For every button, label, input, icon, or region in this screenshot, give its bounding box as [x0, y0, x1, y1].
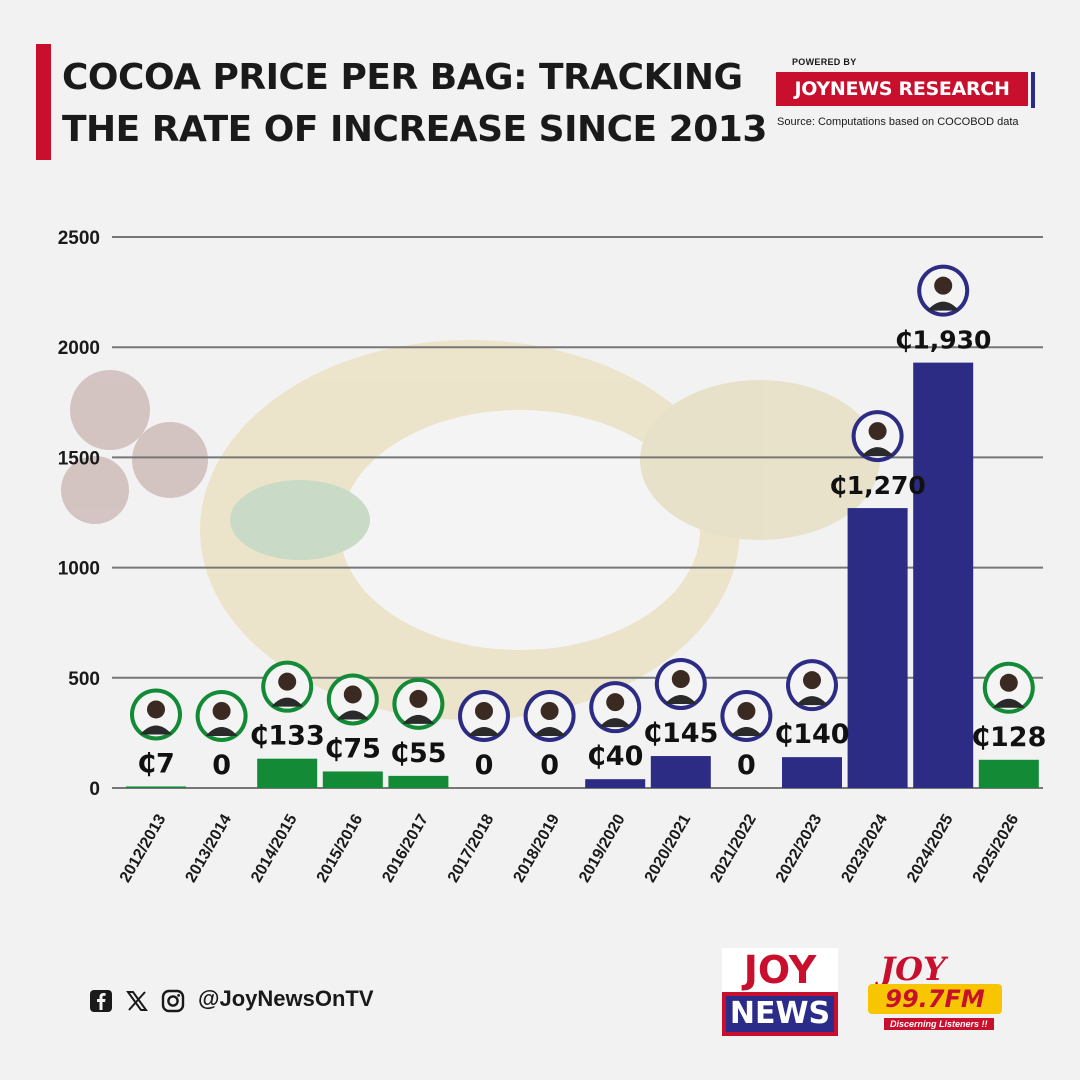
cocoa-pod-background [61, 340, 880, 720]
data-label: ₵1,270 [829, 471, 925, 500]
facebook-icon[interactable] [88, 988, 114, 1014]
bar-2012-2013 [126, 786, 186, 788]
data-label: ₵128 [971, 722, 1046, 753]
y-tick-label: 0 [89, 779, 100, 800]
leader-portrait-icon [130, 688, 182, 741]
joynews-logo-bottom: NEWS [726, 996, 834, 1032]
source-note: Source: Computations based on COCOBOD da… [777, 116, 1019, 128]
leader-portrait-icon [786, 659, 838, 712]
leader-portrait-icon [392, 677, 445, 730]
x-tick-label: 2012/2013 [117, 811, 170, 885]
leader-portrait-icon [523, 690, 576, 742]
research-badge-accent [1031, 72, 1035, 108]
bar-2020-2021 [650, 756, 711, 788]
data-label: ₵133 [250, 721, 325, 752]
title-line-1: COCOA PRICE PER BAG: TRACKING [62, 57, 743, 98]
bar-2015-2016 [322, 771, 383, 788]
y-tick-label: 500 [68, 669, 100, 690]
page-title: COCOA PRICE PER BAG: TRACKING THE RATE O… [62, 52, 767, 156]
data-label: ₵55 [390, 738, 446, 769]
title-line-2: THE RATE OF INCREASE SINCE 2013 [62, 109, 767, 150]
x-tick-label: 2014/2015 [248, 811, 301, 885]
data-label: 0 [737, 750, 756, 781]
social-handle[interactable]: @JoyNewsOnTV [198, 986, 374, 1011]
x-tick-label: 2019/2020 [576, 811, 629, 885]
x-tick-label: 2025/2026 [970, 811, 1023, 885]
x-icon[interactable] [124, 988, 150, 1014]
x-tick-label: 2024/2025 [904, 811, 957, 885]
leader-portrait-icon [261, 660, 314, 713]
x-tick-label: 2021/2022 [707, 811, 760, 885]
leader-portrait-icon [654, 658, 707, 711]
data-label: ₵40 [587, 741, 643, 772]
instagram-icon[interactable] [160, 988, 186, 1014]
y-tick-label: 2000 [58, 338, 100, 359]
joynews-logo-top: JOY [743, 948, 817, 992]
bar-2024-2025 [913, 362, 974, 788]
joy-fm-tagline: Discerning Listeners !! [884, 1018, 994, 1030]
data-label: ₵7 [137, 748, 175, 779]
bar-2022-2023 [782, 757, 842, 788]
y-tick-label: 2500 [58, 228, 100, 249]
x-tick-label: 2017/2018 [445, 811, 498, 885]
x-tick-label: 2023/2024 [839, 811, 892, 885]
x-tick-label: 2013/2014 [183, 811, 236, 885]
data-label: 0 [475, 750, 494, 781]
leader-portrait-icon [589, 681, 642, 734]
leader-portrait-icon [917, 264, 970, 317]
bar-2025-2026 [978, 759, 1039, 788]
x-tick-label: 2015/2016 [314, 811, 367, 885]
leader-portrait-icon [851, 410, 904, 463]
leader-portrait-icon [195, 690, 248, 742]
bar-2023-2024 [847, 508, 908, 788]
y-tick-label: 1500 [58, 448, 100, 469]
joy-fm-frequency: 99.7FM [868, 984, 1002, 1014]
bar-2019-2020 [585, 779, 646, 788]
leader-portrait-icon [458, 690, 510, 742]
joynews-logo: JOY NEWS [722, 948, 838, 1036]
leader-portrait-icon [982, 661, 1035, 714]
data-label: ₵75 [325, 733, 381, 764]
bar-2016-2017 [388, 775, 449, 788]
x-tick-label: 2022/2023 [773, 811, 826, 885]
data-label: ₵140 [774, 719, 849, 750]
data-label: ₵1,930 [895, 326, 991, 355]
joy-fm-logo: JOY 99.7FM Discerning Listeners !! [866, 950, 1006, 1034]
leader-portrait-icon [720, 690, 773, 742]
x-tick-label: 2018/2019 [511, 811, 564, 885]
data-label: 0 [540, 750, 559, 781]
joy-fm-logo-top: JOY [880, 950, 946, 988]
powered-by-label: POWERED BY [792, 57, 857, 67]
x-tick-label: 2016/2017 [379, 811, 432, 885]
social-icons [88, 988, 186, 1014]
x-tick-label: 2020/2021 [642, 811, 695, 885]
research-badge: JOYNEWS RESEARCH [776, 72, 1028, 106]
bar-2014-2015 [257, 758, 318, 788]
data-label: ₵145 [643, 718, 718, 749]
title-accent-bar [36, 44, 51, 160]
data-label: 0 [212, 750, 231, 781]
y-tick-label: 1000 [58, 559, 100, 580]
leader-portrait-icon [326, 673, 379, 726]
